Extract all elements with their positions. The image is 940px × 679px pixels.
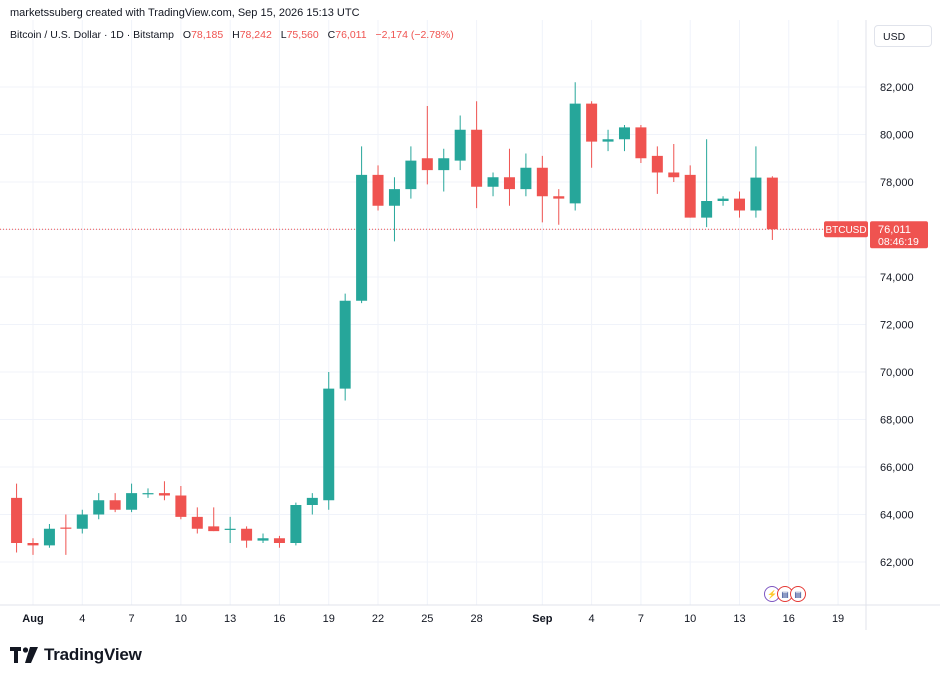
x-tick-label: 4: [79, 613, 85, 625]
x-tick-label: 28: [470, 613, 482, 625]
candle-body[interactable]: [701, 201, 713, 218]
candle-body[interactable]: [43, 528, 55, 546]
candle-body[interactable]: [175, 495, 187, 517]
brand-name: TradingView: [44, 645, 142, 664]
symbol-tag-text: BTCUSD: [825, 225, 866, 236]
high-value: 78,242: [239, 29, 272, 41]
close-label: C: [327, 29, 336, 41]
x-tick-label: 10: [175, 613, 187, 625]
low-label: L: [280, 29, 287, 41]
y-tick-label: 66,000: [880, 462, 914, 474]
candle-body[interactable]: [618, 127, 630, 140]
candle-body[interactable]: [454, 129, 466, 161]
change-value: −2,174 (−2.78%): [375, 29, 454, 41]
candle-body[interactable]: [241, 528, 253, 541]
attribution-text: marketssuberg created with TradingView.c…: [10, 7, 360, 19]
candle-body[interactable]: [569, 103, 581, 204]
candle-body[interactable]: [323, 388, 335, 501]
candle-body[interactable]: [717, 198, 729, 201]
candle-body[interactable]: [93, 500, 105, 515]
candle-body[interactable]: [733, 198, 745, 211]
y-tick-label: 64,000: [880, 510, 914, 522]
candle-body[interactable]: [158, 493, 170, 496]
x-tick-label: Sep: [532, 613, 552, 625]
x-tick-label: 13: [733, 613, 745, 625]
x-tick-label: 7: [638, 613, 644, 625]
candle-body[interactable]: [553, 196, 565, 199]
candle-body[interactable]: [339, 300, 351, 389]
candle-body[interactable]: [487, 177, 499, 187]
candle-body[interactable]: [290, 505, 302, 543]
candle-body[interactable]: [356, 174, 368, 301]
x-tick-label: 7: [129, 613, 135, 625]
candle-body[interactable]: [257, 538, 269, 541]
y-tick-label: 80,000: [880, 130, 914, 142]
candle-body[interactable]: [76, 514, 88, 529]
candle-body[interactable]: [421, 158, 433, 171]
candle-body[interactable]: [142, 493, 154, 495]
candle-body[interactable]: [208, 526, 220, 532]
candle-body[interactable]: [405, 160, 417, 190]
currency-button[interactable]: USD: [874, 25, 932, 47]
ohlc-legend: Bitcoin / U.S. Dollar · 1D · Bitstamp O7…: [10, 29, 460, 41]
events-icons: ⚡ ▤ ▤: [764, 586, 806, 602]
x-tick-label: 19: [832, 613, 844, 625]
symbol-tag: [824, 221, 868, 238]
x-tick-label: 25: [421, 613, 433, 625]
candle-body[interactable]: [503, 177, 515, 190]
y-tick-label: 62,000: [880, 557, 914, 569]
x-tick-label: 4: [589, 613, 595, 625]
y-tick-label: 74,000: [880, 272, 914, 284]
candle-body[interactable]: [273, 538, 285, 543]
candle-body[interactable]: [602, 139, 614, 142]
candle-body[interactable]: [191, 516, 203, 529]
x-tick-label: 10: [684, 613, 696, 625]
price-tag-value: 76,011: [878, 224, 911, 236]
candle-body[interactable]: [766, 177, 778, 230]
candle-body[interactable]: [388, 189, 400, 206]
x-tick-label: Aug: [22, 613, 43, 625]
us-flag-event-icon[interactable]: ▤: [790, 586, 806, 602]
candle-body[interactable]: [372, 174, 384, 206]
x-tick-label: 19: [323, 613, 335, 625]
tradingview-logo: TradingView: [10, 645, 142, 665]
y-tick-label: 82,000: [880, 82, 914, 94]
candle-body[interactable]: [536, 167, 548, 197]
price-tag-countdown: 08:46:19: [878, 236, 919, 248]
candle-body[interactable]: [306, 497, 318, 505]
us-flag-event-icon[interactable]: ▤: [777, 586, 793, 602]
candle-body[interactable]: [684, 174, 696, 218]
candle-body[interactable]: [224, 528, 236, 530]
candle-body[interactable]: [520, 167, 532, 190]
candle-body[interactable]: [651, 155, 663, 173]
x-tick-label: 13: [224, 613, 236, 625]
candle-body[interactable]: [60, 527, 72, 529]
candle-body[interactable]: [27, 543, 39, 546]
high-label: H: [232, 29, 240, 41]
symbol-title: Bitcoin / U.S. Dollar · 1D · Bitstamp: [10, 29, 174, 41]
y-tick-label: 70,000: [880, 367, 914, 379]
y-tick-label: 68,000: [880, 415, 914, 427]
open-value: 78,185: [191, 29, 224, 41]
candle-body[interactable]: [11, 497, 23, 543]
tradingview-logo-icon: [10, 647, 38, 663]
open-label: O: [182, 29, 192, 41]
candle-body[interactable]: [438, 158, 450, 171]
y-tick-label: 78,000: [880, 177, 914, 189]
low-value: 75,560: [286, 29, 319, 41]
x-tick-label: 16: [783, 613, 795, 625]
price-tag: [870, 221, 928, 249]
x-tick-label: 16: [273, 613, 285, 625]
y-tick-label: 72,000: [880, 320, 914, 332]
candle-body[interactable]: [635, 127, 647, 159]
candle-body[interactable]: [109, 500, 121, 510]
candle-body[interactable]: [750, 177, 762, 211]
x-tick-label: 22: [372, 613, 384, 625]
candle-body[interactable]: [586, 103, 598, 142]
candle-body[interactable]: [668, 172, 680, 178]
candle-body[interactable]: [471, 129, 483, 187]
close-value: 76,011: [335, 29, 367, 41]
candle-body[interactable]: [126, 493, 138, 510]
